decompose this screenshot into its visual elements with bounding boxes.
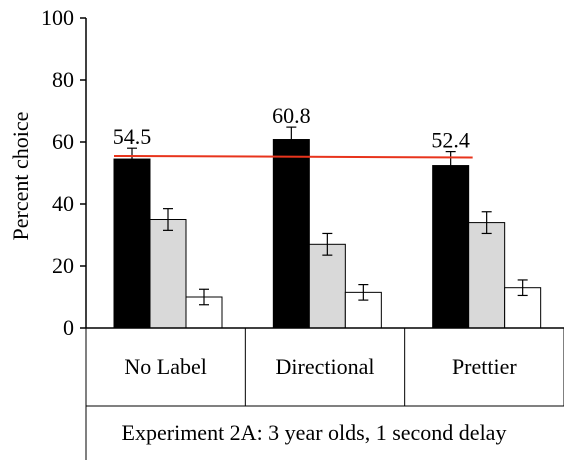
bar — [308, 243, 346, 329]
y-axis-label: Percent choice — [8, 112, 33, 241]
category-table: No Label Directional Prettier — [85, 327, 564, 460]
error-bars — [127, 126, 528, 306]
data-label: 60.8 — [272, 103, 311, 128]
bar — [113, 158, 151, 329]
x-category-label: No Label — [124, 354, 206, 379]
x-category-label: Directional — [276, 354, 375, 379]
y-tick-label: 60 — [52, 129, 74, 154]
data-label: 54.5 — [113, 124, 152, 149]
y-tick-label: 0 — [63, 315, 74, 340]
reference-line-group — [113, 154, 473, 159]
y-tick-label: 80 — [52, 67, 74, 92]
bar — [468, 222, 506, 329]
y-tick-label: 100 — [41, 5, 74, 30]
data-label: 52.4 — [431, 128, 470, 153]
axes: 0 20 40 60 80 100 — [41, 5, 87, 340]
y-tick-label: 40 — [52, 191, 74, 216]
y-tick-label: 20 — [52, 253, 74, 278]
bar — [272, 139, 310, 329]
chart-footer-caption: Experiment 2A: 3 year olds, 1 second del… — [122, 420, 507, 445]
reference-line — [113, 154, 473, 159]
data-labels: 54.5 60.8 52.4 — [113, 103, 470, 152]
bar — [432, 165, 470, 329]
bar — [149, 219, 187, 329]
bars — [113, 139, 542, 329]
x-category-label: Prettier — [452, 354, 517, 379]
